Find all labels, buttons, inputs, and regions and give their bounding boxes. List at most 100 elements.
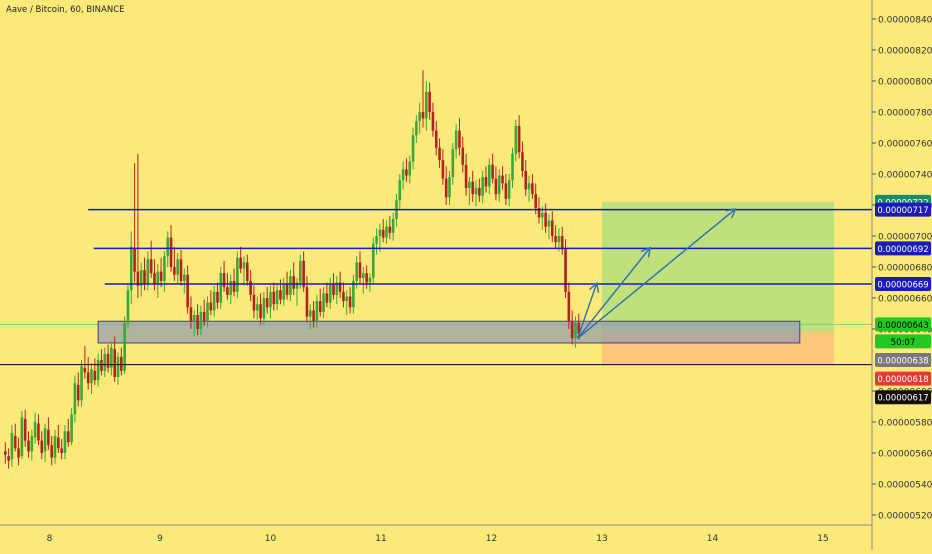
support-zone [97, 320, 801, 344]
candle-body [206, 302, 209, 322]
candle [517, 115, 521, 159]
price-badge-bg [875, 241, 931, 256]
candle-body [86, 372, 90, 384]
candle [196, 304, 199, 336]
candle-body [544, 212, 547, 227]
candle-body [381, 229, 385, 238]
y-tick-label: 0.00000820 [878, 47, 932, 57]
price-badge-bg [875, 202, 931, 217]
price-badge-label: 0.00000618 [877, 375, 928, 385]
candle-body [116, 356, 120, 378]
price-badge-label: 0.00000717 [877, 206, 928, 216]
candle [136, 153, 140, 298]
candle-body [567, 291, 571, 322]
candle [338, 271, 342, 298]
price-badge-label: 0.00000692 [877, 245, 928, 255]
price-badge-label: 0.00000638 [877, 357, 928, 367]
price-badge-bg [875, 317, 931, 332]
candle-body [123, 322, 126, 371]
candle-body [23, 418, 27, 441]
candle [458, 118, 461, 156]
price-badge-bg [875, 390, 931, 405]
candle [560, 226, 564, 255]
candle-body [385, 226, 388, 238]
candle-body [514, 125, 518, 154]
candle [431, 102, 435, 137]
price-badge: 0.00000638 [875, 353, 931, 367]
candle-body [550, 220, 554, 236]
candle [53, 429, 57, 464]
candle [471, 170, 475, 202]
candle [451, 143, 455, 185]
arrows-layer [577, 210, 735, 339]
candle [282, 277, 286, 306]
candle [355, 256, 358, 289]
candle-body [308, 310, 312, 317]
y-tick-label: 0.00000740 [878, 171, 932, 181]
candle-body [295, 282, 299, 289]
candle [50, 435, 54, 466]
y-tick-label: 0.00000540 [878, 481, 932, 491]
price-badge-bg [875, 334, 931, 349]
price-badge-bg [875, 277, 931, 292]
candle [541, 206, 544, 230]
candle-body [96, 360, 100, 381]
candle-body [454, 130, 458, 150]
price-badge: 0.00000669 [875, 277, 931, 292]
candle [255, 296, 259, 320]
candle-body [245, 262, 249, 281]
y-tick-label: 0.00000700 [878, 233, 932, 243]
candle-body [468, 181, 471, 188]
candle [491, 153, 494, 184]
candle-body [242, 262, 246, 269]
candle-body [458, 130, 461, 148]
candle-body [229, 280, 233, 295]
candle [100, 349, 103, 376]
candle-body [20, 417, 24, 457]
candle-body [411, 135, 415, 162]
candle [149, 240, 153, 278]
candle [474, 180, 478, 207]
candle [183, 268, 186, 294]
candle-body [57, 437, 60, 449]
symbol-title: Aave / Bitcoin, 60, BINANCE [6, 5, 125, 15]
candle [229, 274, 233, 305]
candle [521, 141, 524, 178]
candle [398, 174, 402, 210]
candle [265, 287, 269, 314]
candle [126, 284, 130, 329]
candle-body [226, 287, 229, 295]
price-badge-label: 0.00000669 [877, 281, 928, 291]
candle [501, 166, 504, 190]
candle [425, 81, 428, 131]
candle [325, 282, 329, 308]
candle [60, 439, 63, 460]
candle-body [236, 257, 239, 292]
candle-body [103, 353, 107, 371]
candle [391, 212, 395, 241]
candle [242, 256, 246, 286]
candle-body [362, 273, 365, 278]
candle [90, 363, 93, 395]
candle-body [391, 218, 395, 233]
y-tick-label: 0.00000520 [878, 512, 932, 522]
candle-body [70, 414, 73, 443]
candle-body [358, 262, 362, 278]
candle [156, 263, 160, 298]
candle-body [388, 226, 392, 233]
candle-body [76, 384, 80, 401]
candle [547, 214, 551, 240]
candle-body [50, 445, 54, 458]
candle [335, 276, 339, 305]
candle [507, 174, 511, 207]
candle-body [497, 175, 501, 195]
candle [299, 254, 302, 289]
candle [461, 136, 465, 173]
candle-body [491, 164, 494, 179]
candle-body [511, 153, 514, 181]
candle-body [371, 243, 375, 278]
candle-body [534, 194, 537, 209]
candle [342, 282, 345, 308]
